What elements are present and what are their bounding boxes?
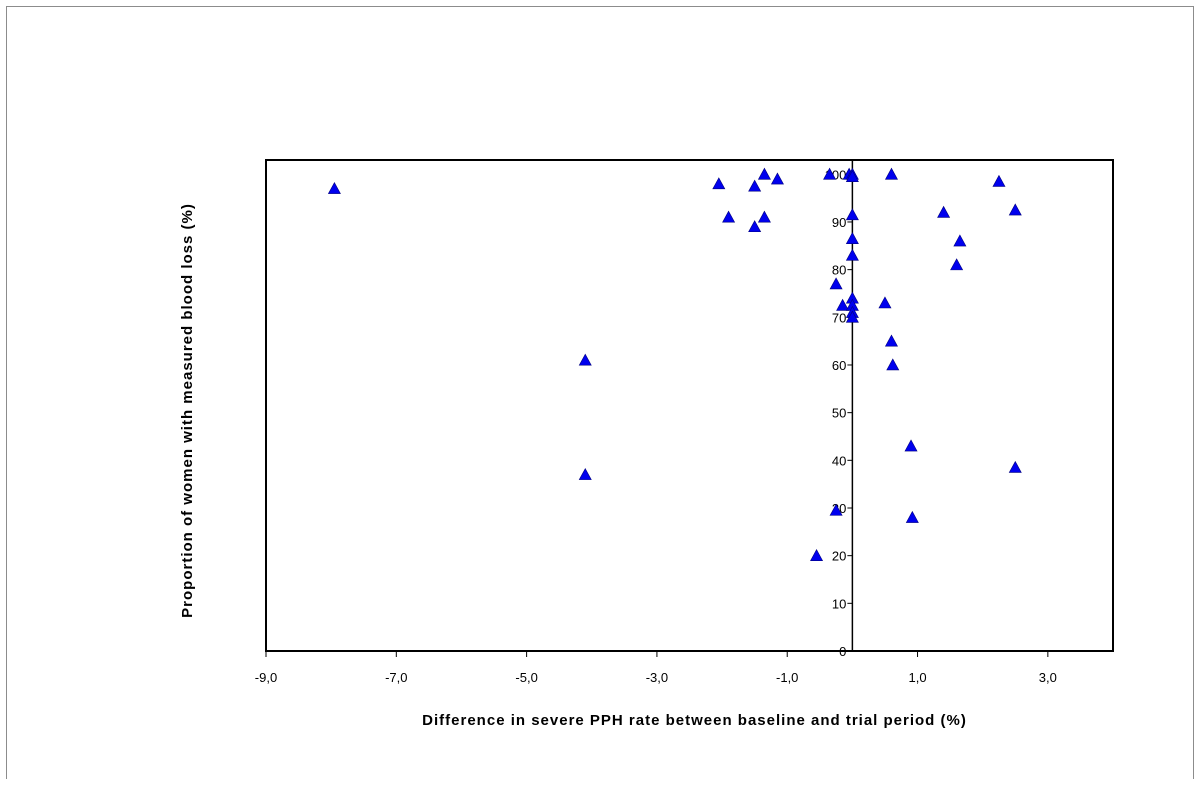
y-tick-label: 80 [832, 263, 846, 278]
data-point [810, 549, 824, 561]
data-point [748, 179, 762, 192]
data-point [845, 232, 859, 244]
data-point [829, 277, 843, 290]
y-tick-label: 60 [832, 358, 846, 373]
x-tick-label: -9,0 [255, 670, 277, 685]
data-point [1008, 203, 1022, 216]
data-point [578, 353, 592, 366]
data-point [770, 172, 784, 185]
data-point [823, 167, 837, 180]
data-point [937, 205, 951, 218]
x-tick-label: -1,0 [776, 670, 798, 685]
data-point [905, 510, 919, 523]
chart-frame [6, 6, 1194, 779]
x-axis-ticks: -9,0 -7,0 -5,0 -3,0 -1,0 1,0 3,0 [255, 651, 1057, 685]
x-tick-label: 3,0 [1039, 670, 1057, 685]
y-tick-label: 20 [832, 549, 846, 564]
x-tick-label: 1,0 [908, 670, 926, 685]
data-point [327, 181, 341, 194]
y-tick-label: 40 [832, 453, 846, 468]
x-axis-title: Difference in severe PPH rate between ba… [422, 712, 967, 729]
x-tick-label: -3,0 [646, 670, 668, 685]
y-tick-label: 50 [832, 406, 846, 421]
data-point [886, 358, 900, 371]
data-point [953, 234, 967, 247]
data-point [950, 258, 964, 271]
data-point [712, 177, 726, 190]
data-point [722, 210, 736, 223]
data-point [878, 296, 892, 309]
data-point [884, 334, 898, 347]
y-tick-label: 10 [832, 596, 846, 611]
y-tick-label: 90 [832, 215, 846, 230]
data-point [845, 248, 859, 261]
data-point [904, 439, 918, 452]
data-point [992, 174, 1006, 187]
data-point [748, 220, 762, 233]
data-point [829, 503, 843, 516]
y-tick-label: 0 [839, 644, 846, 659]
x-tick-label: -5,0 [515, 670, 537, 685]
x-tick-label: -7,0 [385, 670, 407, 685]
y-tick-label: 70 [832, 310, 846, 325]
data-point [1008, 460, 1022, 473]
data-point [845, 170, 859, 182]
y-axis-title: Proportion of women with measured blood … [179, 203, 196, 618]
data-point [578, 467, 592, 480]
data-point [845, 310, 859, 323]
data-points [327, 167, 1022, 561]
data-point [836, 298, 850, 311]
data-point [757, 210, 771, 223]
plot-area [265, 159, 1114, 652]
data-point [757, 167, 771, 180]
data-point [845, 208, 859, 221]
data-point [884, 167, 898, 180]
